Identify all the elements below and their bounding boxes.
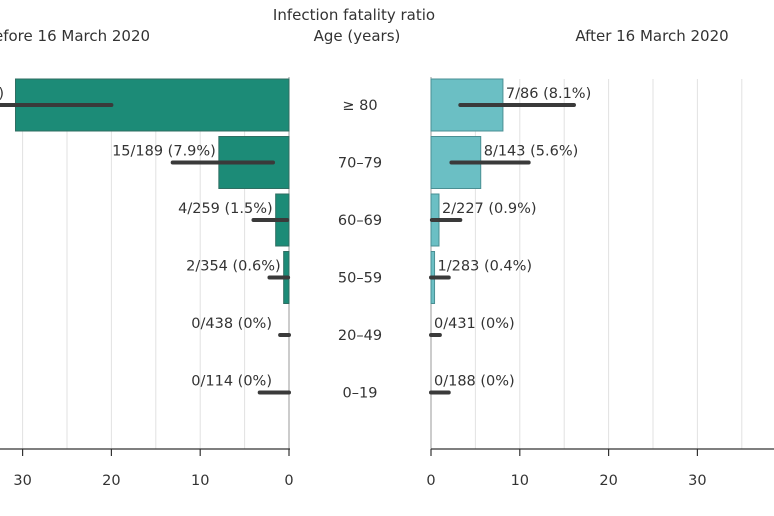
before-bar-label: 15/189 (7.9%) <box>112 144 216 160</box>
age-category-label: 50–59 <box>338 271 382 287</box>
before-bar-label: 2/354 (0.6%) <box>186 259 281 275</box>
after-bar-label: 7/86 (8.1%) <box>506 86 591 102</box>
age-category-label: 60–69 <box>338 213 382 229</box>
before-bar-label: 0/114 (0%) <box>191 374 272 390</box>
right-x-tick-label: 10 <box>511 473 529 489</box>
before-bar-label: …%) <box>0 86 4 102</box>
after-bar-label: 0/431 (0%) <box>434 316 515 332</box>
center-axis-label: Age (years) <box>314 27 401 45</box>
age-category-label: 70–79 <box>338 156 382 172</box>
right-panel-title: After 16 March 2020 <box>575 27 728 45</box>
labels: 0 0 10 10 20 20 30 30 ≥ 80 70–79 60–69 50–59 20–49 0–… <box>0 86 707 489</box>
left-x-tick-label: 30 <box>13 473 31 489</box>
after-bar-label: 8/143 (5.6%) <box>484 144 579 160</box>
right-x-tick-label: 0 <box>426 473 435 489</box>
right-x-tick-label: 30 <box>688 473 706 489</box>
chart-title: Infection fatality ratio <box>273 6 435 24</box>
after-bar-label: 0/188 (0%) <box>434 374 515 390</box>
left-x-tick-label: 20 <box>102 473 120 489</box>
left-x-tick-label: 0 <box>284 473 293 489</box>
left-x-tick-label: 10 <box>191 473 209 489</box>
age-category-label: ≥ 80 <box>342 98 377 114</box>
confidence-intervals <box>0 103 576 395</box>
grid-lines <box>22 77 743 449</box>
right-x-tick-label: 20 <box>599 473 617 489</box>
before-bar-label: 0/438 (0%) <box>191 316 272 332</box>
after-bar-label: 1/283 (0.4%) <box>438 259 533 275</box>
before-bar-label: 4/259 (1.5%) <box>178 201 273 217</box>
after-bar-label: 2/227 (0.9%) <box>442 201 537 217</box>
age-category-label: 20–49 <box>338 328 382 344</box>
left-panel-title: efore 16 March 2020 <box>0 27 150 45</box>
age-category-label: 0–19 <box>343 386 378 402</box>
